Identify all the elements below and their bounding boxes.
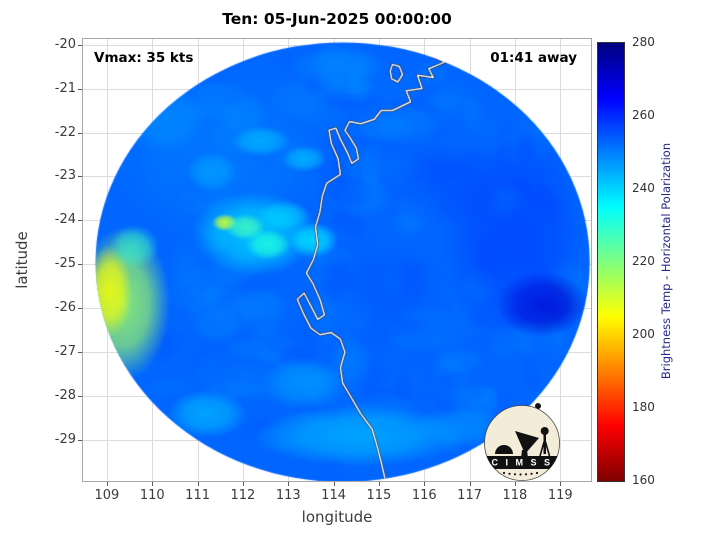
x-tick-label: 118: [502, 488, 528, 503]
y-tick-label: -23: [54, 168, 76, 184]
y-tick-mark: [78, 396, 82, 398]
x-tick-label: 119: [547, 488, 573, 503]
y-tick-mark: [78, 220, 82, 222]
plot-title: Ten: 05-Jun-2025 00:00:00: [222, 10, 452, 28]
logo-band: [484, 456, 560, 469]
y-tick-label: -21: [54, 80, 76, 96]
y-tick-mark: [78, 264, 82, 266]
x-tick-label: 112: [230, 488, 256, 503]
colorbar: [597, 42, 625, 482]
x-tick-mark: [333, 482, 335, 486]
x-tick-mark: [560, 482, 562, 486]
satellite-swath-canvas: [82, 38, 592, 482]
x-tick-label: 115: [366, 488, 392, 503]
x-tick-mark: [288, 482, 290, 486]
x-tick-label: 116: [411, 488, 437, 503]
y-tick-mark: [78, 132, 82, 134]
y-tick-label: -25: [54, 256, 76, 272]
x-tick-mark: [514, 482, 516, 486]
x-tick-mark: [242, 482, 244, 486]
tower-icon: [543, 434, 546, 454]
x-tick-label: 111: [185, 488, 210, 503]
x-tick-mark: [152, 482, 154, 486]
y-tick-label: -26: [54, 300, 76, 316]
x-axis-label: longitude: [301, 508, 373, 526]
eta-annotation: 01:41 away: [490, 50, 577, 66]
x-tick-label: 109: [94, 488, 120, 503]
x-tick-mark: [378, 482, 380, 486]
x-tick-label: 113: [275, 488, 301, 503]
x-tick-label: 110: [139, 488, 165, 503]
colorbar-tick-label: 260: [632, 108, 655, 122]
cimss-logo: C I M S S: [484, 403, 560, 481]
vmax-annotation: Vmax: 35 kts: [94, 50, 194, 66]
x-tick-mark: [469, 482, 471, 486]
cimss-logo-text: C I M S S: [491, 458, 552, 468]
y-tick-mark: [78, 440, 82, 442]
y-tick-mark: [78, 352, 82, 354]
y-tick-mark: [78, 308, 82, 310]
y-axis-label: latitude: [13, 231, 31, 289]
satellite-dish-icon: [515, 431, 539, 454]
x-tick-mark: [197, 482, 199, 486]
colorbar-tick-label: 200: [632, 327, 655, 341]
y-tick-label: -24: [54, 212, 76, 228]
y-tick-label: -27: [54, 344, 76, 360]
x-tick-label: 117: [457, 488, 482, 503]
logo-dots: [502, 471, 539, 476]
colorbar-tick-label: 160: [632, 473, 655, 487]
y-tick-label: -22: [54, 124, 76, 140]
colorbar-tick-label: 280: [632, 35, 655, 49]
y-tick-label: -28: [54, 388, 76, 404]
x-tick-label: 114: [321, 488, 346, 503]
x-tick-mark: [424, 482, 426, 486]
y-tick-label: -20: [54, 36, 76, 52]
y-tick-mark: [78, 44, 82, 46]
colorbar-tick-label: 180: [632, 400, 655, 414]
colorbar-tick-label: 220: [632, 254, 655, 268]
observatory-dome-icon: [495, 445, 513, 454]
y-tick-label: -29: [54, 432, 76, 448]
y-tick-mark: [78, 88, 82, 90]
colorbar-label: Brightness Temp - Horizontal Polarizatio…: [659, 142, 673, 380]
colorbar-tick-label: 240: [632, 181, 655, 195]
y-tick-mark: [78, 176, 82, 178]
x-tick-mark: [106, 482, 108, 486]
